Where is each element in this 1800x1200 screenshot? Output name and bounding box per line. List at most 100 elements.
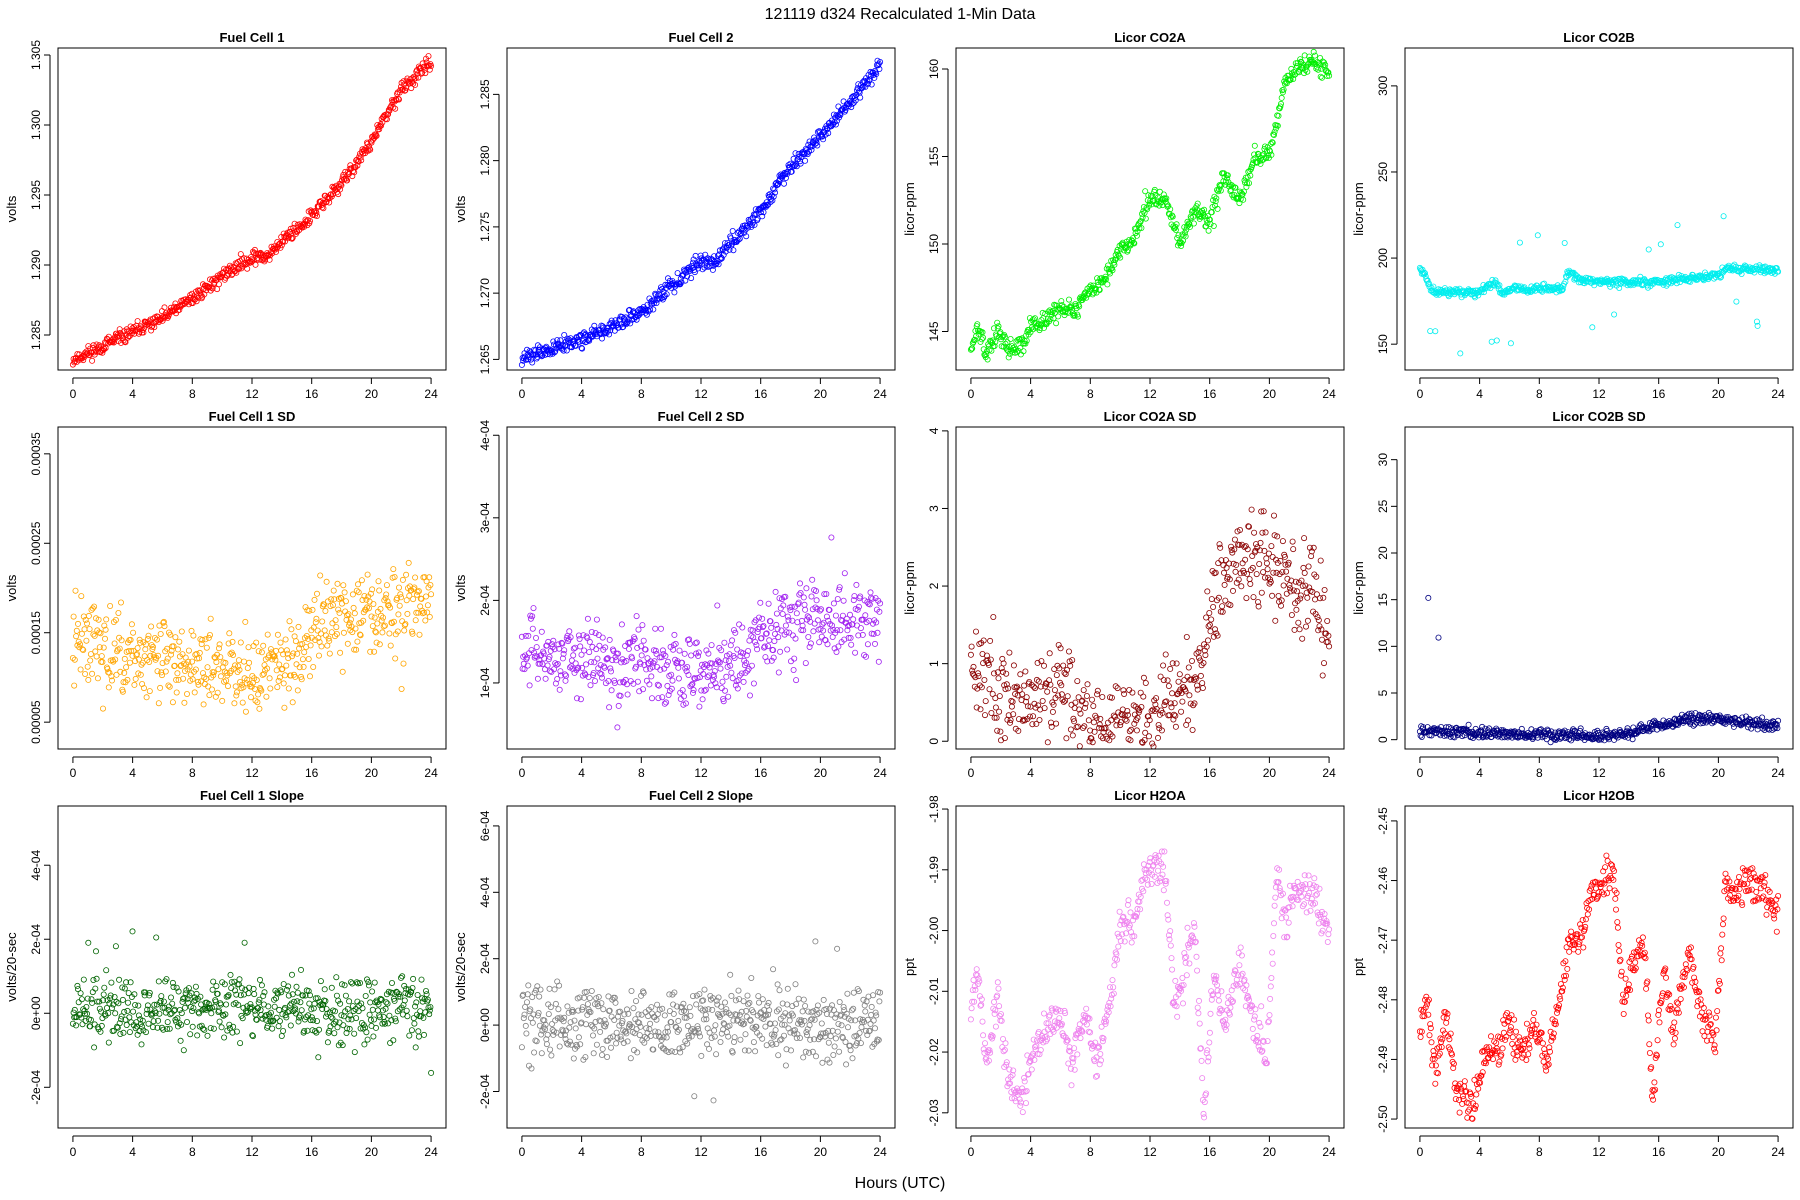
data-point <box>1066 296 1073 303</box>
data-points <box>518 57 884 368</box>
data-point <box>1172 226 1179 233</box>
data-point <box>999 334 1006 341</box>
data-point <box>529 625 536 632</box>
data-point <box>199 670 206 677</box>
data-point <box>1105 266 1112 273</box>
data-point <box>697 674 704 681</box>
data-point <box>661 292 668 299</box>
data-point <box>277 639 284 646</box>
data-point <box>426 574 433 581</box>
data-point <box>603 656 610 663</box>
data-point <box>1306 53 1313 60</box>
data-point <box>198 641 205 648</box>
data-point <box>428 63 435 70</box>
panel-5: Fuel Cell 1 SD0 4 8 12 16 20 240.000050.000150… <box>4 409 447 780</box>
data-point <box>1326 72 1333 79</box>
data-point <box>1045 308 1052 315</box>
data-point <box>525 632 532 639</box>
data-point <box>659 285 666 292</box>
data-point <box>691 269 698 276</box>
data-point <box>71 656 78 663</box>
data-point <box>1733 298 1740 305</box>
data-point <box>1206 216 1213 223</box>
data-point <box>618 621 625 628</box>
data-point <box>1267 148 1274 155</box>
y-tick-label: 150 <box>927 234 941 254</box>
data-point <box>570 645 577 652</box>
data-point <box>877 59 884 66</box>
data-point <box>306 607 313 614</box>
data-point <box>638 652 645 659</box>
data-point <box>213 659 220 666</box>
data-point <box>230 652 237 659</box>
data-point <box>160 618 167 625</box>
data-point <box>1215 186 1222 193</box>
data-point <box>334 580 341 587</box>
data-point <box>1645 246 1652 253</box>
panel-title: Licor CO2A <box>1114 30 1186 45</box>
data-point <box>122 339 129 346</box>
y-tick-label: 1.270 <box>478 278 492 308</box>
data-point <box>153 636 160 643</box>
data-point <box>110 619 117 626</box>
data-point <box>1190 220 1197 227</box>
data-point <box>1717 274 1724 281</box>
data-point <box>876 66 883 73</box>
data-point <box>650 300 657 307</box>
data-point <box>287 225 294 232</box>
data-point <box>675 664 682 671</box>
data-point <box>846 101 853 108</box>
data-point <box>163 658 170 665</box>
x-tick-label: 16 <box>1203 766 1217 780</box>
data-point <box>1165 202 1172 209</box>
data-point <box>271 245 278 252</box>
data-point <box>100 644 107 651</box>
data-point <box>529 613 536 620</box>
data-point <box>541 655 548 662</box>
data-point <box>123 664 130 671</box>
data-point <box>283 647 290 654</box>
data-point <box>1611 311 1618 318</box>
data-point <box>969 340 976 347</box>
data-point <box>699 266 706 273</box>
data-point <box>160 619 167 626</box>
data-point <box>341 589 348 596</box>
data-point <box>1155 194 1162 201</box>
data-point <box>324 598 331 605</box>
data-point <box>704 262 711 269</box>
data-point <box>518 633 525 640</box>
x-tick-label: 12 <box>245 387 259 401</box>
data-point <box>374 620 381 627</box>
data-point <box>814 142 821 149</box>
data-point <box>1720 213 1727 220</box>
data-point <box>167 631 174 638</box>
data-point <box>553 661 560 668</box>
data-point <box>652 625 659 632</box>
data-point <box>830 120 837 127</box>
data-point <box>289 699 296 706</box>
data-point <box>1148 192 1155 199</box>
data-point <box>419 610 426 617</box>
data-point <box>560 650 567 657</box>
data-point <box>103 616 110 623</box>
data-point <box>660 651 667 658</box>
data-point <box>412 617 419 624</box>
data-point <box>617 679 624 686</box>
data-point <box>288 653 295 660</box>
data-point <box>428 591 435 598</box>
data-point <box>137 671 144 678</box>
data-point <box>180 675 187 682</box>
x-tick-label: 8 <box>1536 766 1543 780</box>
data-point <box>305 656 312 663</box>
data-point <box>207 287 214 294</box>
y-tick-label: 0.00035 <box>29 432 43 476</box>
data-point <box>392 655 399 662</box>
data-point <box>633 663 640 670</box>
data-point <box>217 673 224 680</box>
data-point <box>640 686 647 693</box>
data-point <box>1212 198 1219 205</box>
data-point <box>1213 195 1220 202</box>
data-point <box>342 598 349 605</box>
data-point <box>367 590 374 597</box>
